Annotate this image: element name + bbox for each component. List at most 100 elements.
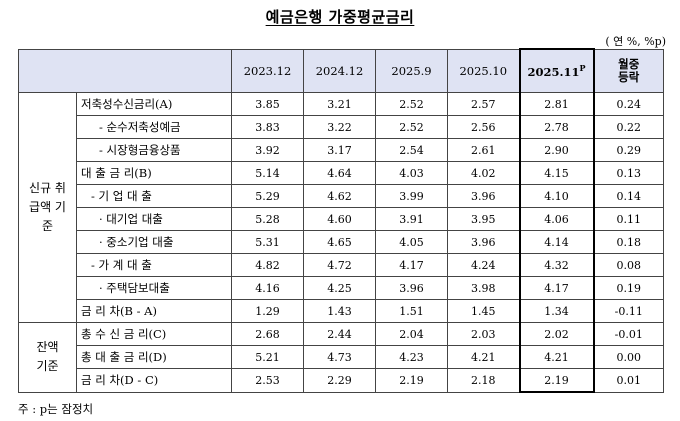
table-cell: 3.85 [231,92,304,116]
table-cell: 2.54 [375,138,448,162]
table-cell: 4.24 [447,253,520,277]
table-cell: 2.18 [447,368,520,393]
table-cell: 5.28 [231,207,304,231]
table-cell: 5.21 [231,345,304,369]
table-cell: 0.11 [593,207,664,231]
table-row: · 대기업 대출 5.28 4.60 3.91 3.95 4.06 0.11 [19,207,664,231]
table-cell: 3.96 [447,230,520,254]
row-label: - 기 업 대 출 [76,184,232,208]
table-cell: 5.31 [231,230,304,254]
row-label: 저축성수신금리(A) [76,92,232,116]
table-row: - 가 계 대 출 4.82 4.72 4.17 4.24 4.32 0.08 [19,253,664,277]
table-cell: 3.22 [303,115,376,139]
row-label: 금 리 차(D - C) [76,368,232,393]
table-cell: 4.05 [375,230,448,254]
table-cell: 4.73 [303,345,376,369]
table-cell: 2.61 [447,138,520,162]
row-label: 대 출 금 리(B) [76,161,232,185]
table-cell: 0.24 [593,92,664,116]
col-header: 2024.12 [303,48,376,93]
row-label: - 순수저축성예금 [76,115,232,139]
table-row: 대 출 금 리(B) 5.14 4.64 4.03 4.02 4.15 0.13 [19,161,664,185]
row-label: · 중소기업 대출 [76,230,232,254]
table-cell: 1.45 [447,299,520,323]
table-cell: 4.21 [518,345,595,369]
row-label: · 대기업 대출 [76,207,232,231]
col-header: 2025.10 [447,48,520,93]
row-label: 총 대 출 금 리(D) [76,345,232,369]
table-row: 신규 취급액 기준 저축성수신금리(A) 3.85 3.21 2.52 2.57 2.81 0… [18,92,664,323]
table-row: - 시장형금융상품 3.92 3.17 2.54 2.61 2.90 0.29 [19,138,664,162]
table-cell: 2.57 [447,92,520,116]
row-label: 금 리 차(B - A) [76,299,232,323]
table-cell: 0.22 [593,115,664,139]
table-cell: 3.17 [303,138,376,162]
table-cell: 4.21 [447,345,520,369]
table-cell: 3.83 [231,115,304,139]
col-header: 2025.9 [375,48,448,93]
table-cell: 5.14 [231,161,304,185]
table-cell: 2.52 [375,92,448,116]
table-cell: 0.08 [593,253,664,277]
table-cell: 5.29 [231,184,304,208]
table-cell: 2.52 [375,115,448,139]
table-cell: 2.19 [375,368,448,393]
provisional-mark: P [579,63,586,74]
table-cell: 4.25 [303,276,376,300]
table-cell: 0.18 [593,230,664,254]
table-cell: 2.29 [303,368,376,393]
table-cell: 3.95 [447,207,520,231]
table-row: 총 대 출 금 리(D) 5.21 4.73 4.23 4.21 4.21 0.00 [19,345,664,369]
unit-label: ( 연 %, %p) [605,35,666,48]
table-cell: 4.23 [375,345,448,369]
row-label: - 가 계 대 출 [76,253,232,277]
table-cell: 4.65 [303,230,376,254]
table-cell: 1.43 [303,299,376,323]
table-cell: -0.01 [593,322,664,346]
table-cell: 0.29 [593,138,664,162]
table-cell: 4.02 [447,161,520,185]
table-cell: 2.19 [518,368,595,393]
table-row: 잔액 기준 총 수 신 금 리(C) 2.68 2.44 2.04 2.03 2.02 -0.… [18,322,664,393]
header-row: 2023.12 2024.12 2025.9 2025.10 2025.11P … [18,48,664,93]
table-cell: 4.62 [303,184,376,208]
table-body: 신규 취급액 기준 저축성수신금리(A) 3.85 3.21 2.52 2.57 2.81 0… [18,92,664,393]
table-cell: 4.15 [518,161,595,185]
table-row: - 기 업 대 출 5.29 4.62 3.99 3.96 4.10 0.14 [19,184,664,208]
row-label: · 주택담보대출 [76,276,232,300]
col-header-highlight: 2025.11P [518,48,595,93]
table-cell: 2.44 [303,322,376,346]
table-cell: 3.99 [375,184,448,208]
table-cell: 0.14 [593,184,664,208]
table-cell: 4.60 [303,207,376,231]
col-header-change: 월중 등락 [593,48,664,93]
header-corner [18,48,232,93]
table-cell: 2.78 [518,115,595,139]
table-cell: 4.64 [303,161,376,185]
table-cell: 0.13 [593,161,664,185]
table-cell: 0.19 [593,276,664,300]
change-label: 월중 등락 [618,56,640,84]
table-cell: 3.96 [447,184,520,208]
table-cell: 2.04 [375,322,448,346]
table-cell: 0.00 [593,345,664,369]
table-cell: 4.10 [518,184,595,208]
table-row: 금 리 차(B - A) 1.29 1.43 1.51 1.45 1.34 -0.11 [19,299,664,323]
row-label: 총 수 신 금 리(C) [76,322,232,346]
table-cell: 2.68 [231,322,304,346]
table-cell: 2.90 [518,138,595,162]
page-title: 예금은행 가중평균금리 [265,8,415,26]
table-cell: 4.82 [231,253,304,277]
table-cell: 2.02 [518,322,595,346]
table-cell: 3.92 [231,138,304,162]
interest-rate-table: 2023.12 2024.12 2025.9 2025.10 2025.11P … [18,48,664,393]
table-cell: -0.11 [593,299,664,323]
col-header: 2023.12 [231,48,304,93]
table-cell: 4.32 [518,253,595,277]
table-cell: 1.51 [375,299,448,323]
table-row: 금 리 차(D - C) 2.53 2.29 2.19 2.18 2.19 0.01 [19,368,664,393]
table-cell: 2.53 [231,368,304,393]
table-cell: 1.29 [231,299,304,323]
table-cell: 4.16 [231,276,304,300]
table-row: - 순수저축성예금 3.83 3.22 2.52 2.56 2.78 0.22 [19,115,664,139]
